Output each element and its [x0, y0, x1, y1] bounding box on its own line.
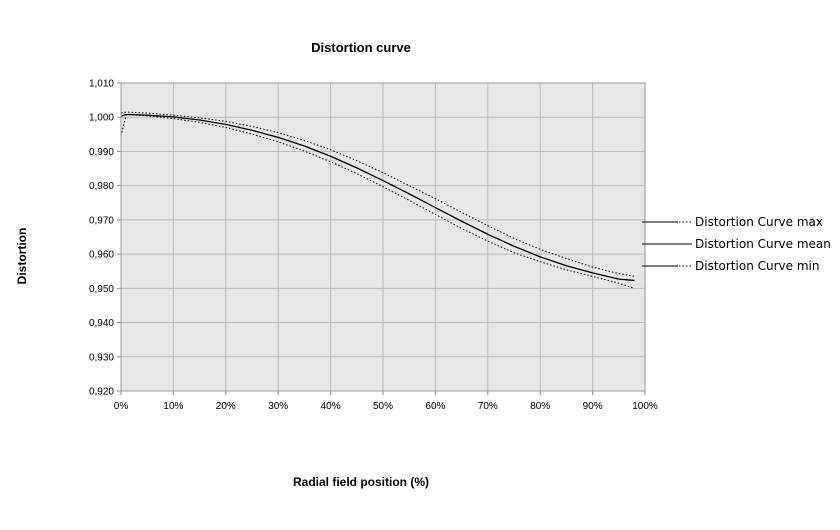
legend-label: Distortion Curve max — [695, 215, 823, 229]
y-tick-label: 0,980 — [89, 181, 114, 192]
y-tick-label: 0,930 — [89, 352, 114, 363]
x-tick-label: 0% — [114, 401, 129, 412]
x-tick-label: 50% — [373, 401, 393, 412]
x-tick-label: 60% — [425, 401, 445, 412]
x-axis-title: Radial field position (%) — [292, 475, 429, 489]
series-line-3 — [120, 113, 635, 289]
series-line-1 — [120, 111, 635, 277]
x-tick-label: 10% — [163, 401, 183, 412]
x-tick-label: 100% — [632, 401, 658, 412]
y-tick-label: 0,970 — [89, 215, 114, 226]
y-tick-label: 0,950 — [89, 284, 114, 295]
x-tick-label: 90% — [583, 401, 603, 412]
y-tick-label: 0,960 — [89, 250, 114, 261]
series-line-2 — [120, 113, 635, 282]
x-tick-label: 80% — [530, 401, 550, 412]
y-tick-label: 0,920 — [89, 387, 114, 398]
y-tick-label: 1,010 — [89, 79, 114, 90]
axes: 0% 10% 20% 30% 40% 50% 60% 70% 80% 90% 100% 0,920 0,… — [89, 79, 658, 413]
x-tick-label: 40% — [321, 401, 341, 412]
x-tick-label: 30% — [268, 401, 288, 412]
y-tick-label: 0,940 — [89, 318, 114, 329]
legend-label: Distortion Curve mean — [695, 237, 831, 251]
x-tick-label: 20% — [216, 401, 236, 412]
y-tick-label: 1,000 — [89, 113, 114, 124]
y-tick-label: 0,990 — [89, 147, 114, 158]
plot-border — [120, 82, 646, 392]
legend: Distortion Curve max Distortion Curve mea… — [642, 215, 831, 273]
series-lines — [120, 111, 635, 289]
chart-title: Distortion curve — [311, 40, 411, 55]
x-tick-label: 70% — [478, 401, 498, 412]
legend-label: Distortion Curve min — [695, 259, 819, 273]
